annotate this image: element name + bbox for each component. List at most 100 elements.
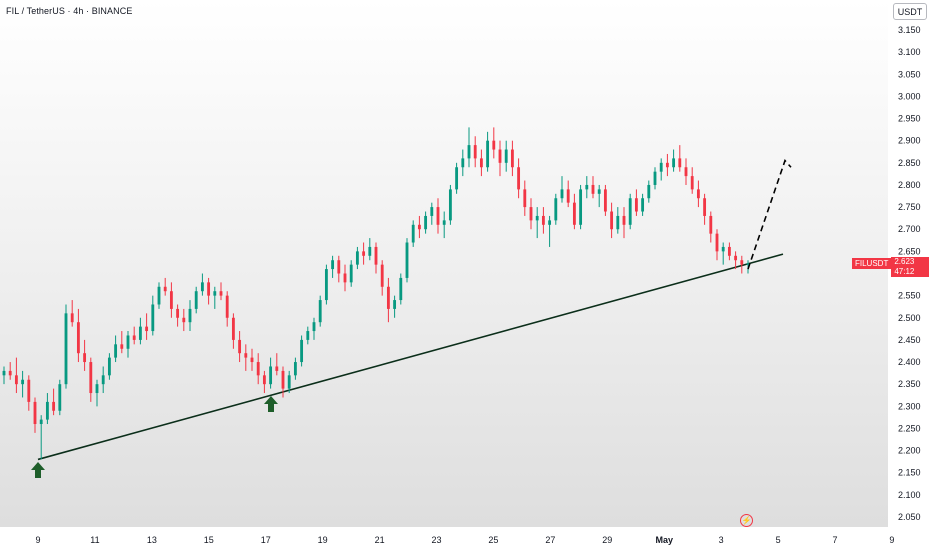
candle-body [169, 291, 173, 309]
candle-body [585, 184, 589, 190]
candle-body [343, 273, 347, 283]
price-tick-label: 2.350 [898, 379, 921, 389]
candle-body [244, 353, 248, 358]
candle-body [665, 162, 669, 168]
time-tick-label: 11 [90, 535, 99, 545]
candle-body [207, 282, 211, 296]
candle-body [219, 291, 223, 296]
candle-body [182, 317, 186, 323]
flash-icon[interactable]: ⚡ [740, 514, 753, 527]
candle-body [225, 295, 229, 318]
candle-body [349, 264, 353, 283]
candle-body [616, 215, 620, 230]
candle-body [157, 286, 161, 305]
candle-body [479, 158, 483, 168]
candle-body [566, 189, 570, 203]
time-tick-label: 5 [776, 535, 781, 545]
candle-body [132, 335, 136, 340]
currency-button[interactable]: USDT [893, 3, 927, 20]
time-tick-label: 21 [375, 535, 385, 545]
support-markers [31, 396, 278, 478]
price-tick-label: 2.900 [898, 136, 921, 146]
candle-body [417, 224, 421, 230]
trendline-layer [37, 253, 784, 461]
candle-body [262, 375, 266, 385]
candles-layer [2, 127, 750, 460]
candle-body [95, 384, 99, 394]
candle-body [672, 158, 676, 168]
candle-body [21, 379, 25, 385]
candle-body [399, 277, 403, 301]
time-tick-label: 27 [545, 535, 555, 545]
candle-body [641, 198, 645, 212]
candle-body [114, 344, 118, 358]
time-tick-label: 29 [602, 535, 612, 545]
candle-body [374, 246, 378, 265]
time-tick-label: 17 [261, 535, 271, 545]
candle-body [176, 308, 180, 318]
candle-body [734, 255, 738, 261]
candle-body [380, 264, 384, 287]
candle-body [603, 189, 607, 212]
candle-body [362, 251, 366, 256]
candle-body [275, 366, 279, 371]
projection-layer [747, 159, 792, 270]
last-price-value: 2.623 [894, 257, 915, 266]
candle-body [486, 140, 490, 168]
candle-body [231, 317, 235, 340]
time-tick-label: 25 [488, 535, 498, 545]
price-tick-label: 2.300 [898, 401, 921, 411]
price-axis[interactable]: 3.150 3.100 3.050 3.000 2.950 2.900 2.850 2.800… [898, 25, 921, 522]
candle-body [393, 300, 397, 309]
candle-body [163, 286, 167, 292]
candle-body [678, 158, 682, 168]
plot-area[interactable] [0, 0, 888, 527]
candle-body [126, 335, 130, 349]
candle-body [721, 246, 725, 252]
up-arrow-icon [264, 396, 278, 412]
candle-body [151, 304, 155, 332]
time-axis[interactable]: 9 11 13 15 17 19 21 23 25 27 29 May 3 5 7 9 [35, 535, 894, 545]
candle-body [101, 375, 105, 385]
time-tick-label: 19 [318, 535, 328, 545]
candle-body [535, 215, 539, 221]
price-tick-label: 2.150 [898, 468, 921, 478]
candle-body [269, 366, 273, 385]
candle-body [461, 158, 465, 168]
price-tick-label: 2.250 [898, 423, 921, 433]
candle-body [250, 357, 254, 363]
price-tick-label: 2.050 [898, 512, 921, 522]
candle-body [436, 207, 440, 225]
price-tick-label: 2.100 [898, 490, 921, 500]
price-tick-label: 2.650 [898, 246, 921, 256]
projection-arrow [747, 159, 792, 270]
candle-body [504, 149, 508, 163]
candle-body [653, 171, 657, 185]
symbol-title: FIL / TetherUS · 4h · BINANCE [6, 6, 133, 16]
candle-body [703, 198, 707, 216]
candle-body [368, 246, 372, 256]
candle-body [424, 215, 428, 230]
candle-body [455, 167, 459, 190]
candle-body [690, 176, 694, 190]
candle-body [647, 184, 651, 199]
time-tick-label: 13 [147, 535, 157, 545]
candle-body [300, 339, 304, 363]
candle-body [238, 339, 242, 354]
candle-body [610, 211, 614, 230]
candle-body [27, 379, 31, 402]
candle-body [293, 362, 297, 376]
candle-body [58, 384, 62, 411]
candle-body [312, 322, 316, 332]
candle-body [442, 220, 446, 225]
candle-body [64, 313, 68, 385]
price-tick-label: 2.200 [898, 446, 921, 456]
candle-body [727, 246, 731, 256]
candle-body [14, 375, 18, 385]
candle-body [740, 260, 744, 265]
candle-body [523, 189, 527, 208]
candle-body [554, 198, 558, 221]
candle-body [430, 207, 434, 216]
candle-body [138, 326, 142, 340]
